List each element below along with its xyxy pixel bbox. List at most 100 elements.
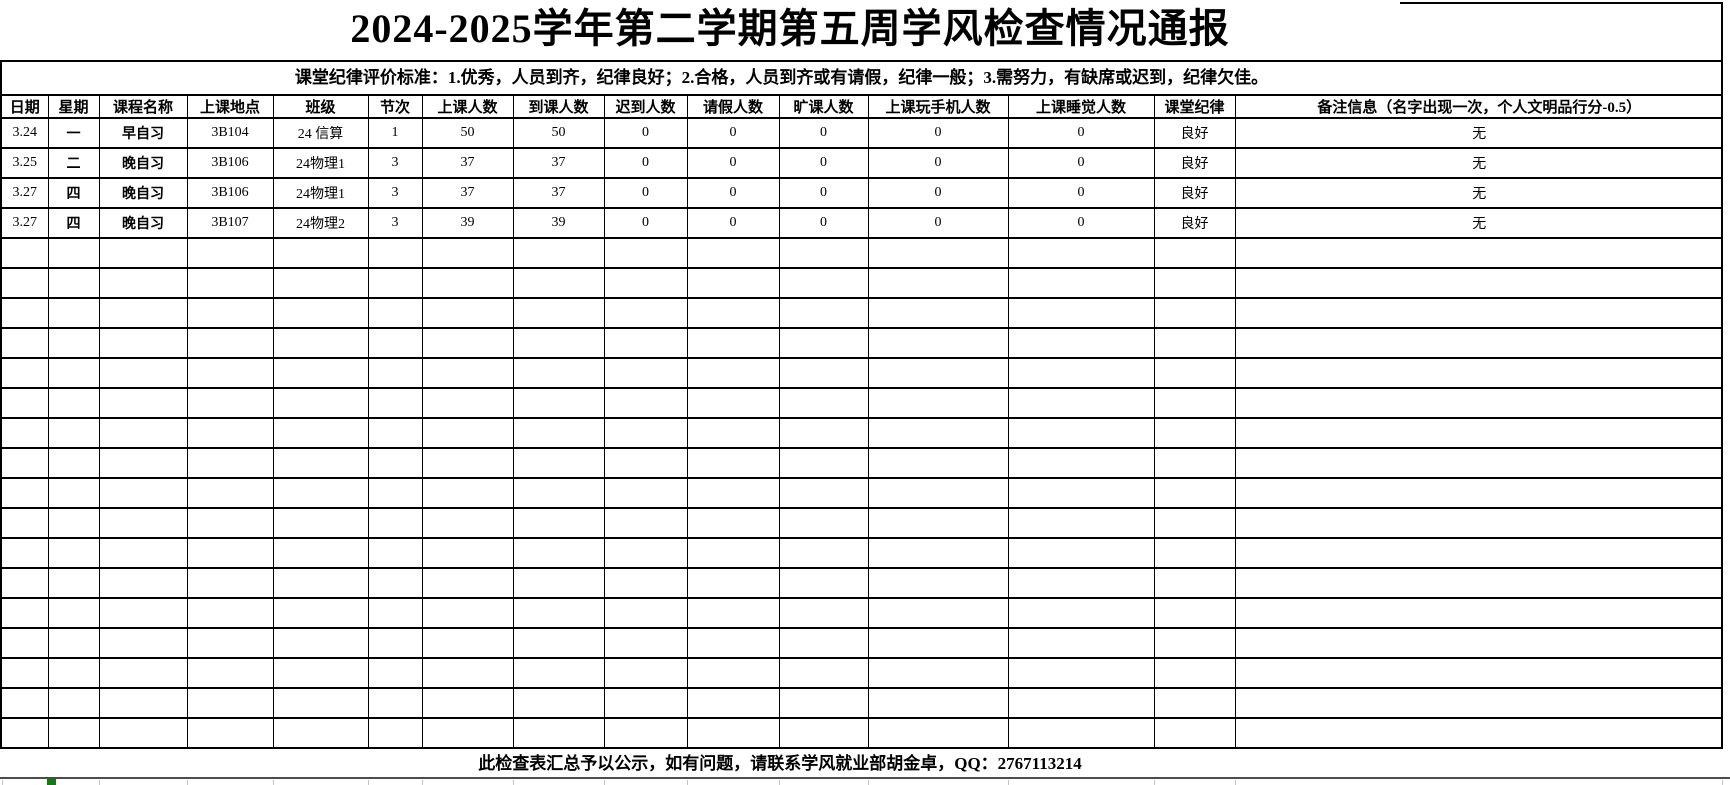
empty-table-row: [2, 387, 1723, 419]
table-cell: [686, 537, 780, 569]
table-cell: [186, 267, 274, 299]
table-cell: [421, 297, 514, 329]
table-cell: [686, 237, 780, 269]
report-title: 2024-2025学年第二学期第五周学风检查情况通报: [350, 6, 1230, 51]
table-cell: [1153, 687, 1236, 719]
table-cell: [867, 567, 1009, 599]
empty-table-row: [2, 357, 1723, 389]
table-cell: [1234, 447, 1723, 479]
table-cell: [512, 597, 605, 629]
table-cell: [2, 507, 49, 539]
table-cell: 39: [421, 207, 514, 239]
table-cell: 3: [367, 147, 423, 179]
table-cell: [186, 297, 274, 329]
table-cell: 37: [421, 177, 514, 209]
empty-table-row: [2, 507, 1723, 539]
table-cell: [686, 267, 780, 299]
table-cell: [272, 687, 369, 719]
table-cell: [186, 507, 274, 539]
empty-table-row: [2, 627, 1723, 659]
table-cell: [512, 417, 605, 449]
table-cell: [603, 537, 688, 569]
table-cell: [367, 477, 423, 509]
table-cell: [1234, 357, 1723, 389]
table-cell: [2, 627, 49, 659]
table-cell: [186, 477, 274, 509]
table-cell: 0: [867, 147, 1009, 179]
table-cell: [1234, 297, 1723, 329]
table-body: 3.24 一早自习 3B104 24 信算 1 50 50 0 0 0 0 0 良好无 3.25 二晚自习 3…: [2, 117, 1723, 749]
table-cell: 晚自习: [98, 207, 188, 239]
table-cell: [1153, 357, 1236, 389]
table-cell: 3B106: [186, 177, 274, 209]
table-cell: [867, 447, 1009, 479]
table-cell: [98, 357, 188, 389]
table-cell: 24 信算: [272, 117, 369, 149]
discipline-criteria-note: 课堂纪律评价标准：1.优秀，人员到齐，纪律良好；2.合格，人员到齐或有请假，纪律…: [2, 62, 1721, 96]
table-cell: [778, 237, 869, 269]
table-cell: 0: [778, 147, 869, 179]
table-cell: 24物理1: [272, 147, 369, 179]
table-cell: [421, 687, 514, 719]
table-cell: [186, 687, 274, 719]
table-cell: [603, 657, 688, 689]
table-cell: 1: [367, 117, 423, 149]
table-cell: [1234, 237, 1723, 269]
table-cell: [686, 687, 780, 719]
table-cell: [603, 567, 688, 599]
table-cell: [367, 537, 423, 569]
table-cell: 一: [47, 117, 100, 149]
gridline-tick: [368, 780, 369, 785]
bottom-divider-line: [0, 777, 1730, 779]
table-cell: [1234, 507, 1723, 539]
header-cell: 节次: [367, 96, 423, 119]
table-cell: [1234, 597, 1723, 629]
table-cell: [2, 657, 49, 689]
gridline-tick: [1722, 780, 1723, 785]
table-cell: [98, 507, 188, 539]
table-cell: 50: [421, 117, 514, 149]
table-cell: [1153, 417, 1236, 449]
table-cell: [272, 477, 369, 509]
table-cell: 0: [867, 117, 1009, 149]
table-cell: [1234, 567, 1723, 599]
table-cell: [98, 297, 188, 329]
table-cell: [2, 447, 49, 479]
table-cell: [47, 537, 100, 569]
table-cell: [421, 477, 514, 509]
table-cell: [367, 297, 423, 329]
empty-table-row: [2, 327, 1723, 359]
table-cell: [47, 297, 100, 329]
table-cell: [1153, 507, 1236, 539]
table-cell: [512, 237, 605, 269]
table-cell: [1153, 657, 1236, 689]
table-cell: [686, 477, 780, 509]
table-cell: [367, 597, 423, 629]
table-cell: [421, 267, 514, 299]
table-cell: [2, 357, 49, 389]
table-cell: [2, 537, 49, 569]
title-right-border-line: [1721, 2, 1723, 60]
table-cell: 3.25: [2, 147, 49, 179]
table-cell: [1007, 477, 1155, 509]
table-cell: [686, 567, 780, 599]
gridline-tick: [513, 780, 514, 785]
table-cell: [47, 627, 100, 659]
header-cell: 迟到人数: [603, 96, 688, 119]
table-cell: [1234, 267, 1723, 299]
table-cell: [367, 327, 423, 359]
table-cell: [1007, 597, 1155, 629]
table-cell: [272, 417, 369, 449]
table-cell: [778, 567, 869, 599]
table-cell: [1007, 297, 1155, 329]
table-cell: [512, 447, 605, 479]
table-cell: [1007, 657, 1155, 689]
table-cell: [1007, 327, 1155, 359]
table-cell: [47, 357, 100, 389]
table-cell: 3B107: [186, 207, 274, 239]
table-cell: [1153, 387, 1236, 419]
table-cell: [421, 627, 514, 659]
table-cell: [867, 297, 1009, 329]
gridline-tick: [779, 780, 780, 785]
table-cell: 无: [1234, 117, 1723, 149]
